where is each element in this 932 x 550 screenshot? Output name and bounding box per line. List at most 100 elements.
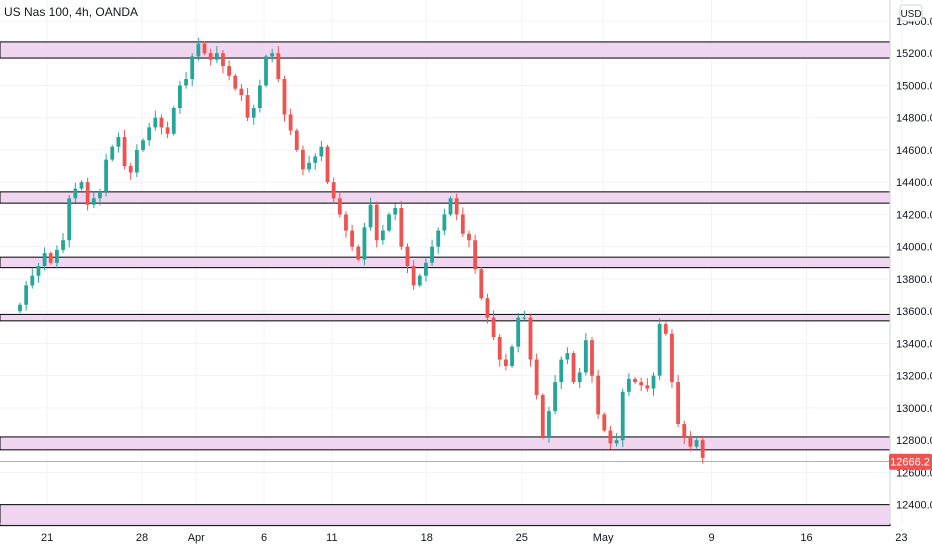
candle-body: [510, 346, 514, 366]
x-tick-label: 28: [136, 532, 148, 544]
time-axis[interactable]: 21 28 Apr 6 11 18 25 May 9 16 23: [41, 532, 908, 544]
candle-body: [307, 162, 311, 170]
candle-body: [682, 424, 687, 437]
candle-body: [479, 269, 484, 299]
candle-body: [670, 333, 674, 383]
candle-body: [159, 117, 164, 128]
price-axis[interactable]: 15400.015200.015000.014800.014600.014400…: [896, 16, 932, 512]
y-tick-label: 13400.0: [896, 338, 932, 350]
candle-body: [460, 214, 465, 234]
candle-body: [282, 79, 287, 115]
candle-body: [18, 304, 22, 312]
candle-body: [553, 382, 557, 412]
candle-body: [61, 240, 65, 250]
currency-button[interactable]: USD: [899, 4, 923, 22]
candle-body: [239, 88, 244, 96]
zone-rectangle[interactable]: [0, 504, 891, 527]
candle-body: [442, 214, 447, 231]
candle-body: [485, 298, 490, 318]
y-tick-label: 12800.0: [896, 435, 932, 447]
x-tick-label: 11: [326, 532, 337, 544]
current-price-label: 12666.2: [890, 457, 930, 469]
y-tick-label: 13600.0: [896, 306, 932, 318]
candle-body: [516, 317, 521, 347]
x-tick-label: 9: [708, 532, 714, 544]
candle-body: [214, 53, 219, 60]
candle-body: [700, 440, 705, 458]
candle-body: [454, 198, 459, 215]
zones: [0, 41, 891, 527]
candle-body: [467, 233, 471, 241]
chart-title: US Nas 100, 4h, OANDA: [4, 5, 138, 19]
candle-body: [98, 191, 102, 199]
candle-body: [171, 108, 176, 134]
y-tick-label: 14800.0: [896, 113, 932, 125]
candle-body: [620, 391, 625, 441]
y-tick-label: 12600.0: [896, 467, 932, 479]
y-tick-label: 13800.0: [896, 274, 932, 286]
zone-rectangle[interactable]: [0, 313, 891, 322]
candle-body: [590, 340, 594, 376]
candle-body: [417, 275, 422, 286]
y-tick-label: 13000.0: [896, 403, 932, 415]
candle-body: [633, 378, 637, 383]
candle-body: [547, 411, 551, 437]
candle-body: [368, 204, 373, 228]
x-tick-label: 16: [800, 532, 812, 544]
candle-body: [190, 56, 195, 80]
candle-body: [565, 353, 570, 360]
candle-body: [559, 359, 564, 383]
candle-body: [24, 285, 29, 305]
candle-body: [497, 336, 502, 360]
y-tick-label: 14400.0: [896, 177, 932, 189]
candle-body: [577, 372, 582, 383]
candles: [18, 37, 705, 464]
candle-body: [399, 207, 404, 247]
zone-rectangle[interactable]: [0, 191, 891, 204]
candle-body: [110, 146, 115, 160]
x-tick-label: 21: [41, 532, 53, 544]
candle-body: [694, 440, 699, 447]
candle-body: [614, 440, 619, 444]
candle-body: [344, 214, 348, 231]
candle-body: [128, 166, 133, 173]
candle-body: [583, 340, 588, 373]
zone-rectangle[interactable]: [0, 256, 891, 269]
candle-body: [663, 324, 668, 334]
candle-body: [104, 159, 109, 192]
x-tick-label: May: [593, 532, 614, 544]
candle-body: [436, 230, 441, 247]
candle-body: [294, 130, 299, 150]
candle-body: [301, 149, 305, 170]
candle-body: [522, 317, 527, 319]
candle-body: [257, 85, 262, 109]
candle-body: [645, 385, 650, 389]
candle-body: [208, 53, 213, 60]
candle-body: [387, 214, 391, 231]
currency-label: USD: [900, 9, 921, 20]
candle-body: [202, 43, 207, 54]
candle-body: [73, 188, 78, 199]
candle-body: [165, 127, 170, 134]
candle-body: [405, 246, 410, 267]
y-tick-label: 14600.0: [896, 145, 932, 157]
y-tick-label: 15000.0: [896, 80, 932, 92]
candle-body: [30, 275, 35, 286]
candle-body: [184, 79, 188, 86]
candle-body: [608, 430, 613, 444]
candle-body: [651, 375, 656, 389]
candle-body: [264, 56, 268, 86]
candle-body: [221, 53, 225, 67]
candle-body: [67, 198, 72, 241]
candle-body: [147, 127, 152, 141]
candle-body: [319, 146, 324, 157]
candle-body: [54, 249, 59, 263]
candle-body: [374, 204, 379, 241]
candle-body: [85, 182, 90, 205]
zone-rectangle[interactable]: [0, 41, 891, 59]
zone-rectangle[interactable]: [0, 436, 891, 451]
candle-body: [153, 117, 158, 128]
candle-body: [79, 182, 84, 189]
candle-body: [448, 198, 453, 215]
